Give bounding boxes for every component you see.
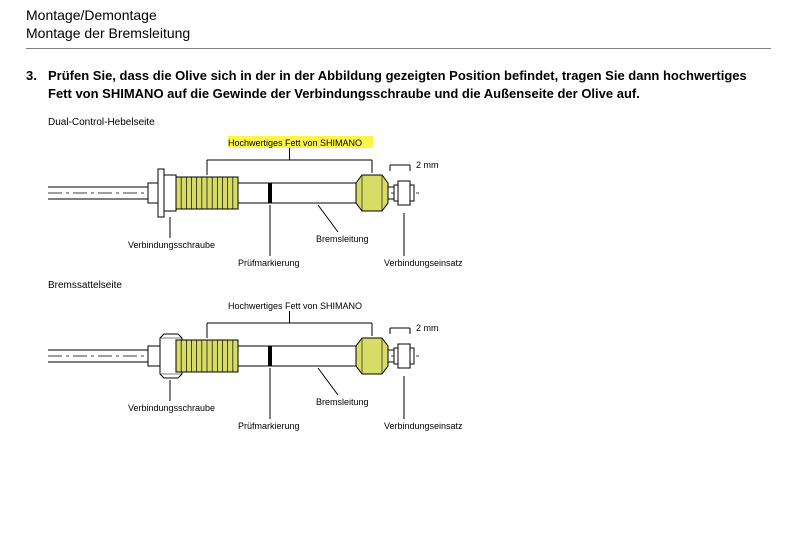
subheading-lever-side: Dual-Control-Hebelseite	[48, 117, 771, 128]
svg-text:Verbindungsschraube: Verbindungsschraube	[128, 403, 215, 413]
subheading-caliper-side: Bremssattelseite	[48, 280, 771, 291]
svg-text:Verbindungseinsatz: Verbindungseinsatz	[384, 258, 463, 268]
svg-text:Prüfmarkierung: Prüfmarkierung	[238, 421, 300, 431]
svg-text:Hochwertiges Fett von SHIMANO: Hochwertiges Fett von SHIMANO	[228, 301, 362, 311]
figure-caliper-side: 2 mm Hochwertiges Fett von SHIMANO Verbind…	[48, 291, 771, 437]
svg-text:2 mm: 2 mm	[416, 160, 439, 170]
header-rule	[26, 48, 771, 49]
svg-text:Bremsleitung: Bremsleitung	[316, 397, 369, 407]
figure-lever-side: 2 mm Hochwertiges Fett von SHIMANO Verbind…	[48, 128, 771, 274]
step-text: Prüfen Sie, dass die Olive sich in der i…	[48, 67, 771, 103]
svg-text:Hochwertiges Fett von SHIMANO: Hochwertiges Fett von SHIMANO	[228, 138, 362, 148]
svg-text:Verbindungseinsatz: Verbindungseinsatz	[384, 421, 463, 431]
header-line2: Montage der Bremsleitung	[26, 24, 771, 42]
svg-text:2 mm: 2 mm	[416, 323, 439, 333]
step-3: 3. Prüfen Sie, dass die Olive sich in de…	[26, 67, 771, 103]
svg-text:Prüfmarkierung: Prüfmarkierung	[238, 258, 300, 268]
step-number: 3.	[26, 67, 48, 103]
svg-text:Bremsleitung: Bremsleitung	[316, 234, 369, 244]
svg-text:Verbindungsschraube: Verbindungsschraube	[128, 240, 215, 250]
header-line1: Montage/Demontage	[26, 6, 771, 24]
